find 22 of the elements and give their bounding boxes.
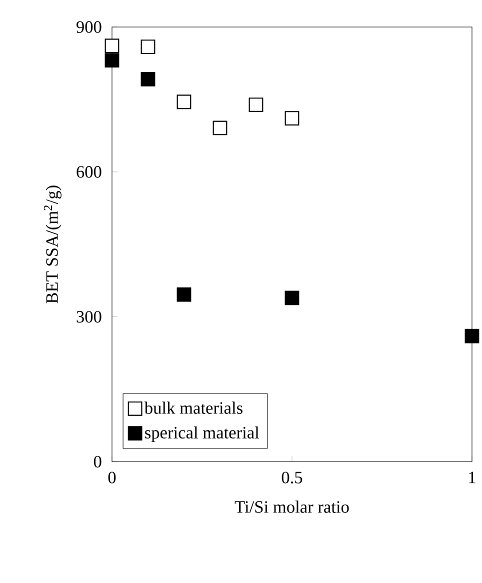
y-tick-label: 900 <box>76 21 102 33</box>
point <box>464 328 480 344</box>
point <box>212 120 228 136</box>
x-tick-label: 1 <box>469 472 476 484</box>
y-axis-title: BET SSA/(m$^{2}$/g) <box>44 186 62 304</box>
point <box>248 98 264 112</box>
y-tick-label: 0 <box>94 456 102 468</box>
legend-label: bulk materials <box>144 402 242 414</box>
x-tick-label: 0.5 <box>282 472 302 484</box>
point <box>140 40 156 54</box>
point <box>284 111 300 126</box>
point <box>176 287 192 302</box>
x-tick-label: 0 <box>108 472 116 484</box>
y-tick-label: 300 <box>76 310 102 323</box>
y-tick-label: 600 <box>76 166 102 178</box>
point <box>140 72 156 86</box>
point <box>104 38 120 54</box>
legend-label: sperical material <box>145 426 260 442</box>
point <box>284 290 300 306</box>
point <box>176 94 192 110</box>
x-axis-title: Ti/Si molar ratio <box>234 500 349 513</box>
point <box>104 53 120 68</box>
